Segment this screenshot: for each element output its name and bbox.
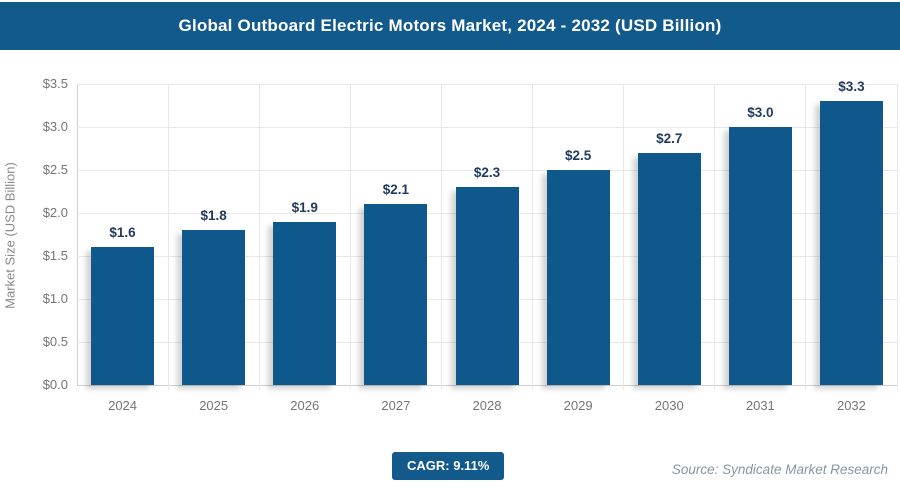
- y-tick-label: $2.5: [42, 162, 68, 177]
- chart-title-banner: Global Outboard Electric Motors Market, …: [0, 2, 900, 50]
- bar-value-label: $2.5: [564, 148, 592, 163]
- y-tick-label: $1.0: [42, 291, 68, 306]
- chart-title: Global Outboard Electric Motors Market, …: [178, 16, 722, 35]
- bar: [546, 170, 610, 385]
- bar-value-label: $2.1: [382, 182, 410, 198]
- y-tick-label: $1.5: [42, 248, 68, 263]
- bar: [273, 221, 337, 385]
- bar: [728, 127, 792, 385]
- x-tick-label: 2029: [563, 398, 593, 413]
- y-tick-label: $3.5: [42, 76, 68, 91]
- x-tick-label: 2025: [199, 398, 229, 413]
- v-gridline: [349, 84, 351, 390]
- x-axis-line: [77, 385, 897, 386]
- v-gridline: [896, 84, 898, 390]
- plot-area: $1.6 $1.8 $1.9 $2.1 $2.3 $2.5 $2.7 $3.0 $3.3: [77, 79, 898, 390]
- x-tick-label: 2027: [381, 398, 411, 413]
- cagr-badge: CAGR: 9.11%: [392, 452, 505, 480]
- v-gridline: [258, 84, 260, 390]
- v-gridline: [714, 84, 716, 390]
- y-axis-title: Market Size (USD Billion): [2, 162, 18, 309]
- x-tick-label: 2026: [290, 398, 320, 413]
- bar-value-label: $1.6: [109, 225, 136, 241]
- x-tick-label: 2028: [472, 398, 502, 413]
- x-tick-label: 2031: [745, 398, 775, 413]
- bar: [182, 230, 246, 385]
- bar: [91, 247, 155, 385]
- y-axis-line: [77, 84, 78, 385]
- y-tick-label: $0.5: [42, 334, 68, 349]
- source-attribution: Source: Syndicate Market Research: [671, 462, 888, 477]
- bar-value-label: $1.9: [291, 199, 318, 215]
- h-gridline: [77, 169, 897, 171]
- v-gridline: [805, 84, 807, 390]
- v-gridline: [532, 84, 534, 390]
- y-tick-label: $0.0: [42, 377, 68, 392]
- bar: [455, 187, 519, 385]
- v-gridline: [623, 84, 625, 390]
- y-tick-label: $2.0: [42, 205, 68, 220]
- bar-value-label: $3.3: [838, 79, 865, 95]
- bar-value-label: $1.8: [200, 208, 227, 224]
- y-tick-label: $3.0: [42, 119, 68, 134]
- v-gridline: [440, 84, 442, 390]
- bar: [819, 101, 883, 385]
- x-tick-label: 2030: [654, 398, 684, 413]
- v-gridline: [167, 84, 169, 390]
- h-gridline: [77, 83, 897, 85]
- bar-value-label: $2.3: [473, 165, 501, 181]
- bar: [364, 204, 428, 385]
- bar-value-label: $3.0: [747, 105, 774, 120]
- bar-value-label: $2.7: [656, 130, 683, 146]
- bar: [637, 152, 701, 385]
- x-tick-label: 2032: [836, 398, 866, 413]
- h-gridline: [77, 126, 897, 128]
- x-tick-label: 2024: [108, 398, 138, 413]
